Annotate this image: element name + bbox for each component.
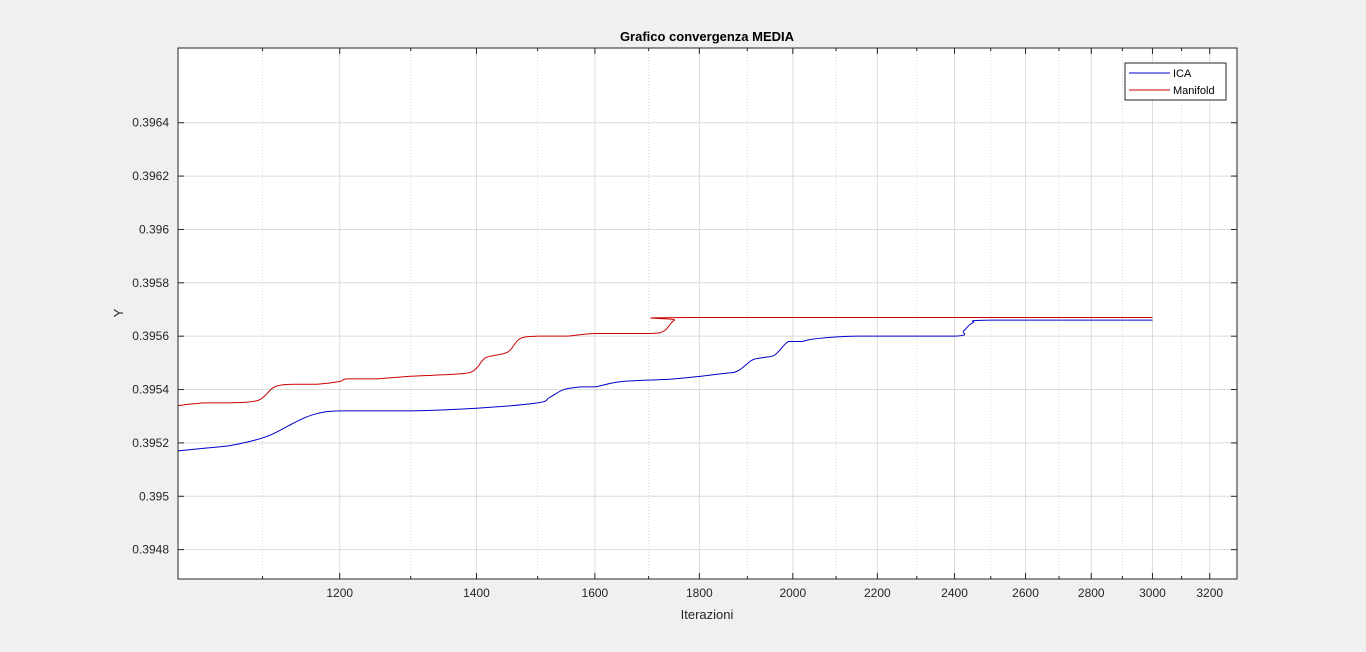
axes-box (177, 47, 1238, 580)
y-tick-label: 0.3952 (132, 436, 169, 450)
x-tick-label: 1200 (326, 586, 353, 600)
y-tick-labels: 0.3948 0.395 0.3952 0.3954 0.3956 0.3958 0.396… (132, 116, 169, 557)
x-axis-label: Iterazioni (681, 607, 734, 622)
x-tick-labels: 1200 1400 1600 1800 2000 2200 2400 2600 2800 3000… (326, 586, 1223, 600)
series-line-ica (177, 319, 1153, 452)
legend-label-manifold: Manifold (1173, 85, 1215, 97)
y-tick-label: 0.395 (139, 489, 169, 503)
series-line-manifold (177, 316, 1153, 407)
x-tick-label: 2800 (1078, 586, 1105, 600)
y-tick-label: 0.3954 (132, 383, 169, 397)
series-layer (177, 316, 1153, 452)
x-tick-label: 2400 (941, 586, 968, 600)
x-tick-label: 2000 (779, 586, 806, 600)
tick-marks (178, 48, 1237, 579)
major-grid (178, 48, 1237, 579)
x-tick-label: 3000 (1139, 586, 1166, 600)
legend-label-ica: ICA (1173, 68, 1192, 80)
legend-box (1124, 62, 1227, 101)
x-tick-label: 1600 (582, 586, 609, 600)
y-tick-label: 0.3958 (132, 276, 169, 290)
y-axis-label: Y (111, 308, 126, 317)
chart-title: Grafico convergenza MEDIA (620, 29, 795, 44)
x-tick-label: 1800 (686, 586, 713, 600)
x-tick-label: 2200 (864, 586, 891, 600)
y-tick-label: 0.3948 (132, 543, 169, 557)
axes-background (178, 48, 1237, 579)
x-tick-label: 3200 (1196, 586, 1223, 600)
y-tick-label: 0.3962 (132, 169, 169, 183)
legend[interactable]: ICA Manifold (1124, 62, 1227, 101)
x-tick-label: 1400 (463, 586, 490, 600)
y-tick-label: 0.3956 (132, 329, 169, 343)
y-tick-label: 0.396 (139, 222, 169, 236)
x-tick-label: 2600 (1012, 586, 1039, 600)
y-tick-label: 0.3964 (132, 116, 169, 130)
